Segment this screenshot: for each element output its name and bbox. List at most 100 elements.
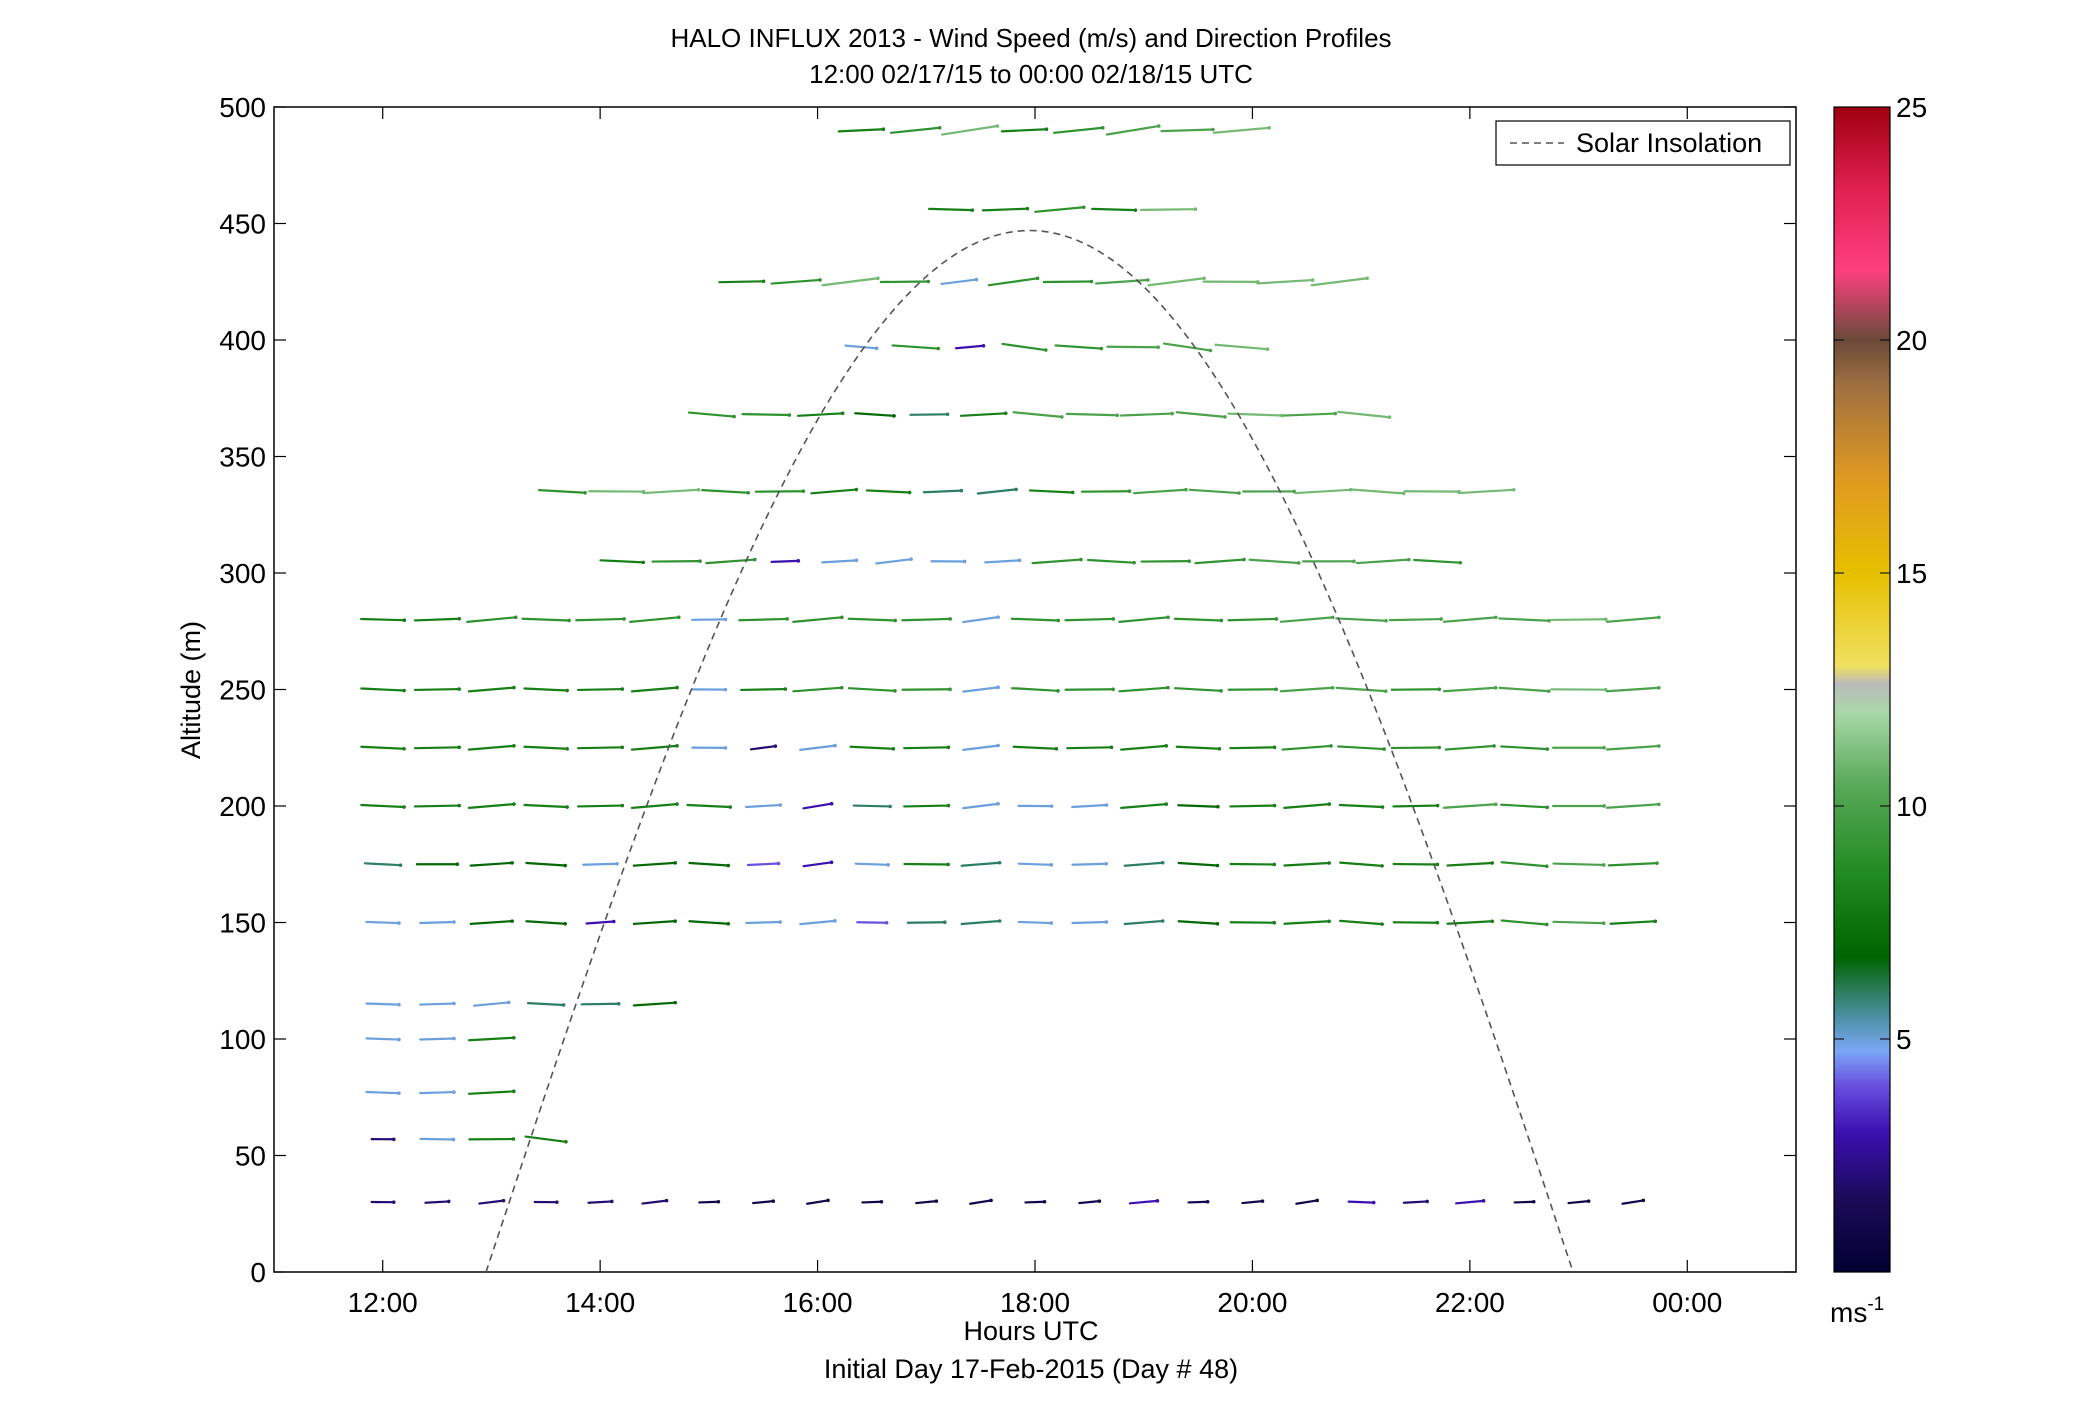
wind-vector xyxy=(1187,1200,1209,1204)
wind-vector xyxy=(1028,489,1074,494)
wind-vector-head xyxy=(583,490,587,495)
wind-vector xyxy=(1283,861,1331,867)
wind-vectors xyxy=(359,124,1661,1205)
wind-vector-head xyxy=(1260,1199,1265,1203)
wind-vector-head xyxy=(1109,745,1114,750)
wind-vector-head xyxy=(615,861,619,866)
wind-vector-head xyxy=(1493,685,1498,690)
wind-vector xyxy=(847,617,897,622)
colorbar-tick-label: 10 xyxy=(1896,791,1927,822)
wind-vector xyxy=(981,207,1029,212)
wind-vector xyxy=(1087,558,1136,564)
wind-vector-head xyxy=(1272,862,1277,867)
wind-vector-head xyxy=(1060,415,1064,419)
wind-vector-head xyxy=(510,919,514,923)
wind-vector-head xyxy=(818,278,822,282)
wind-vector xyxy=(413,687,461,692)
wind-vector-head xyxy=(876,276,880,281)
wind-vector-head xyxy=(622,617,626,621)
wind-vector xyxy=(1283,920,1331,925)
wind-vector xyxy=(903,804,950,808)
wind-vector xyxy=(466,616,517,623)
wind-vector-head xyxy=(1371,1200,1376,1205)
wind-vector-head xyxy=(829,801,834,806)
wind-vector-head xyxy=(1511,488,1516,492)
wind-vector xyxy=(1337,745,1386,751)
wind-vector-head xyxy=(1387,415,1392,420)
wind-vector-head xyxy=(1531,1199,1536,1204)
colorbar-tick-label: 5 xyxy=(1896,1024,1912,1055)
wind-vector-head xyxy=(1156,345,1160,350)
wind-vector xyxy=(1457,488,1515,495)
wind-vector xyxy=(698,1200,720,1204)
wind-vector-head xyxy=(948,617,953,621)
wind-vector xyxy=(1001,342,1047,352)
wind-vector-head xyxy=(1272,920,1277,925)
wind-vector xyxy=(419,1002,456,1006)
wind-vector-head xyxy=(1380,864,1384,868)
wind-vector-head xyxy=(1329,744,1333,748)
wind-vector-head xyxy=(776,861,781,866)
wind-vector-head xyxy=(673,861,677,865)
wind-vector-head xyxy=(1025,206,1030,211)
wind-vector xyxy=(909,413,949,416)
colorbar-ticks: 5 10 15 20 25 xyxy=(1834,92,1927,1055)
wind-vector xyxy=(1065,412,1119,417)
wind-vector-head xyxy=(1042,1199,1047,1204)
wind-vector xyxy=(1071,803,1108,809)
wind-vector xyxy=(1133,488,1188,495)
wind-vector-head xyxy=(1156,124,1161,128)
wind-vector xyxy=(1066,746,1113,750)
wind-vector xyxy=(984,559,1021,564)
wind-vector-head xyxy=(893,618,897,623)
wind-vector-head xyxy=(1079,557,1083,562)
wind-vector xyxy=(1552,920,1605,925)
wind-vector xyxy=(632,1001,677,1007)
wind-vector-head xyxy=(1160,919,1165,923)
wind-vector-head xyxy=(787,413,792,417)
wind-vector xyxy=(1031,558,1083,565)
wind-vector-head xyxy=(1219,618,1224,623)
wind-vector-head xyxy=(1365,276,1369,281)
wind-vector-head xyxy=(1310,278,1315,282)
wind-vector-head xyxy=(771,1199,776,1203)
wind-vector-head xyxy=(1545,805,1550,810)
y-tick-label: 200 xyxy=(219,791,266,822)
wind-vector-head xyxy=(1237,491,1241,495)
wind-vector xyxy=(1605,616,1660,623)
wind-vector-head xyxy=(778,920,782,924)
wind-vector-head xyxy=(675,744,679,748)
legend[interactable]: Solar Insolation xyxy=(1495,120,1791,166)
wind-vector-head xyxy=(1406,557,1411,562)
wind-vector-head xyxy=(874,346,879,351)
wind-vector xyxy=(875,558,913,565)
wind-vector-head xyxy=(1547,618,1551,623)
wind-vector-head xyxy=(996,743,1000,748)
wind-vector-head xyxy=(1604,617,1608,622)
wind-vector-head xyxy=(1111,617,1116,621)
wind-vector xyxy=(906,921,946,924)
wind-vector xyxy=(1295,1199,1319,1205)
wind-vector xyxy=(741,413,791,417)
wind-vector xyxy=(1605,686,1660,693)
wind-vector xyxy=(903,746,950,750)
wind-vector-head xyxy=(397,921,401,925)
legend-box xyxy=(1495,120,1791,166)
wind-vector-head xyxy=(723,687,728,692)
wind-vector-head xyxy=(673,1000,677,1005)
wind-vector-head xyxy=(1211,127,1215,132)
wind-vector xyxy=(1442,803,1497,809)
wind-vector xyxy=(1118,686,1170,693)
wind-vector xyxy=(799,744,837,751)
wind-vector xyxy=(1392,804,1439,808)
wind-vector-head xyxy=(884,920,889,925)
wind-vector-head xyxy=(981,343,986,348)
wind-vector-head xyxy=(1160,860,1165,865)
wind-vector xyxy=(1177,804,1219,808)
wind-vector xyxy=(360,745,406,750)
wind-vector-head xyxy=(397,1037,401,1042)
wind-vector xyxy=(1500,861,1548,868)
chart-title: HALO INFLUX 2013 - Wind Speed (m/s) and … xyxy=(670,23,1391,53)
wind-vector-head xyxy=(1155,1199,1160,1203)
wind-vector xyxy=(802,861,833,868)
